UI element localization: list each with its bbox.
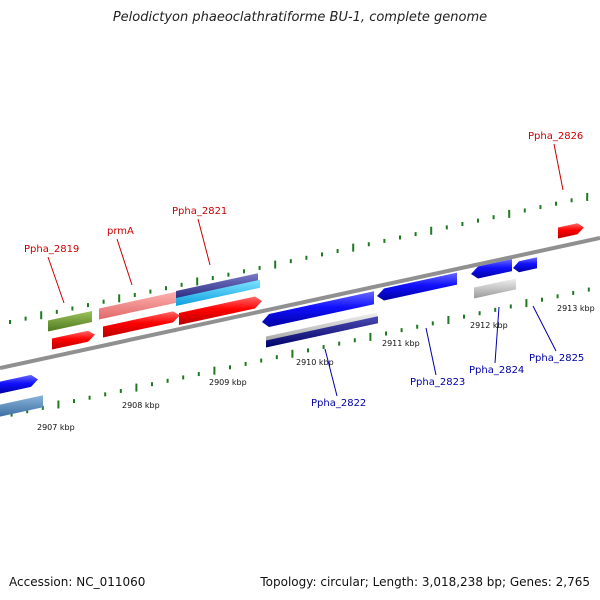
forward-tick-track: [9, 192, 589, 324]
gene-feature: [513, 257, 537, 273]
gene-label: Ppha_2825: [529, 353, 584, 364]
gene-leader-line: [494, 306, 500, 364]
gene-feature: [99, 291, 177, 320]
gene-feature: [52, 330, 95, 350]
label-layer: Ppha_2819 prmA Ppha_2821 Ppha_2826 Ppha_2822…: [24, 131, 584, 409]
tick-label: 2908 kbp: [122, 401, 160, 410]
gene-feature: [262, 291, 374, 327]
gene-feature: [48, 310, 92, 332]
tick-label: 2912 kbp: [470, 321, 508, 330]
gene-feature: [176, 279, 260, 306]
gene-feature: [0, 374, 38, 394]
gene-feature: [377, 272, 457, 301]
tick-label: 2907 kbp: [37, 423, 75, 432]
reverse-tick-track: 2907 kbp 2908 kbp 2909 kbp 2910 kbp 2911 kbp…: [10, 287, 595, 432]
gene-feature: [558, 223, 584, 239]
gene-feature: [266, 316, 378, 348]
gene-label: Ppha_2819: [24, 244, 79, 255]
gene-label: prmA: [107, 226, 134, 237]
gene-leader-line: [47, 256, 65, 304]
gene-label: Ppha_2823: [410, 377, 465, 388]
gene-label: Ppha_2824: [469, 365, 524, 376]
gene-leader-line: [553, 143, 564, 191]
gene-feature: [103, 311, 180, 338]
tick-label: 2913 kbp: [557, 304, 595, 313]
tick-label: 2910 kbp: [296, 358, 334, 367]
genome-summary-text: Topology: circular; Length: 3,018,238 bp…: [260, 575, 590, 589]
gene-leader-line: [197, 218, 211, 266]
gene-label: Ppha_2821: [172, 206, 227, 217]
gene-feature: [471, 259, 512, 279]
gene-feature: [0, 395, 43, 417]
tick-label: 2909 kbp: [209, 378, 247, 387]
gene-label: Ppha_2826: [528, 131, 583, 142]
gene-feature: [176, 273, 258, 299]
gene-feature: [474, 278, 516, 299]
gene-leader-line: [324, 348, 338, 397]
gene-leader-line: [425, 327, 437, 376]
gene-leader-line: [532, 305, 557, 352]
genome-backbone: [0, 236, 600, 370]
accession-text: Accession: NC_011060: [9, 575, 146, 589]
tick-label: 2911 kbp: [382, 339, 420, 348]
gene-leader-line: [116, 238, 133, 286]
gene-label: Ppha_2822: [311, 398, 366, 409]
map-title: Pelodictyon phaeoclathratiforme BU-1, co…: [112, 10, 488, 25]
feature-track: [0, 223, 584, 417]
gene-feature: [179, 296, 262, 325]
